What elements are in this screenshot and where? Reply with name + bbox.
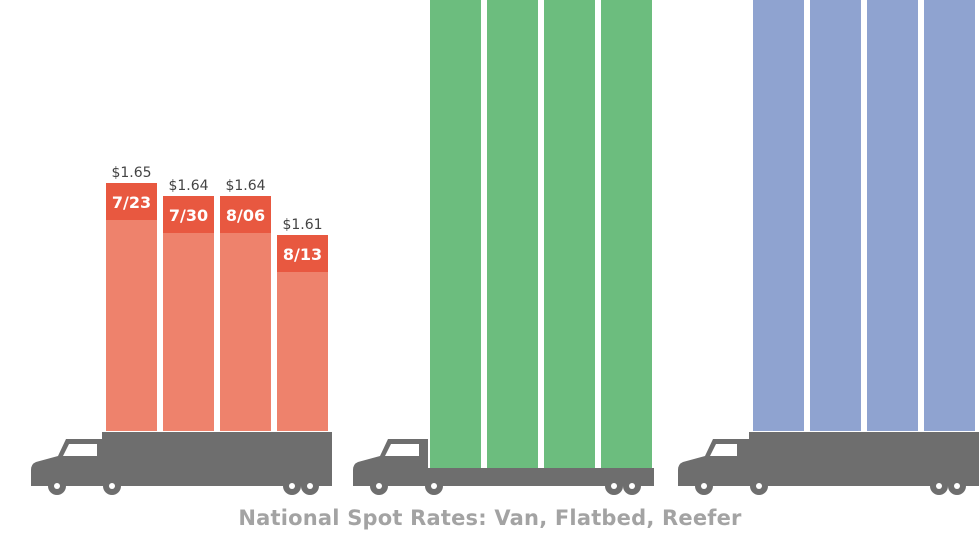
drive-wheel-hub (756, 483, 762, 489)
chart-caption: National Spot Rates: Van, Flatbed, Reefe… (238, 506, 742, 530)
drive-wheel-hub (431, 483, 437, 489)
bar-4 (601, 0, 652, 468)
front-wheel-hub (376, 483, 382, 489)
bar-1 (430, 0, 481, 468)
flatbed-truck (353, 439, 654, 495)
flatbed-chassis (416, 478, 654, 486)
rear-wheel-1-hub (611, 483, 617, 489)
bar-2 (487, 0, 538, 468)
bar-2 (163, 196, 214, 431)
rear-wheel-2-hub (307, 483, 313, 489)
value-label-3: $1.64 (225, 178, 265, 194)
bar-3 (544, 0, 595, 468)
rear-wheel-2-hub (629, 483, 635, 489)
bar-3-band (220, 196, 271, 233)
bar-2 (810, 0, 861, 431)
bar-1 (106, 183, 157, 431)
rear-wheel-2-hub (954, 483, 960, 489)
van-truck-window (63, 444, 97, 456)
reefer-truck-window (710, 444, 744, 456)
category-label-1: 7/23 (112, 193, 151, 212)
bar-2-band (163, 196, 214, 233)
front-wheel-hub (54, 483, 60, 489)
chart-group-2: 7/23$1.917/30$1.928/06$1.938/13$1.92 (353, 0, 654, 495)
category-label-4: 8/13 (283, 245, 322, 264)
reefer-truck (678, 432, 979, 495)
rear-wheel-1-hub (936, 483, 942, 489)
flatbed-deck (422, 468, 654, 480)
trailer-chassis (96, 478, 332, 486)
bar-1-band (106, 183, 157, 220)
value-label-1: $1.65 (111, 165, 151, 181)
trailer-chassis (743, 478, 979, 486)
drive-wheel-hub (109, 483, 115, 489)
category-label-3: 8/06 (226, 206, 265, 225)
bar-3 (867, 0, 918, 431)
bar-4-band (277, 235, 328, 272)
rear-wheel-1-hub (289, 483, 295, 489)
category-label-2: 7/30 (169, 206, 208, 225)
value-label-2: $1.64 (168, 178, 208, 194)
trailer-body (102, 432, 332, 482)
bar-1 (753, 0, 804, 431)
reefer-unit (737, 440, 749, 466)
chart-group-1: 7/23 $1.65 7/30 $1.64 8/06 $1.64 8/13 $1.61 (31, 165, 332, 495)
flatbed-truck-window (385, 444, 419, 456)
van-truck (31, 432, 332, 495)
trailer-body (749, 432, 979, 482)
bar-3 (220, 196, 271, 431)
bar-4 (924, 0, 975, 431)
value-label-4: $1.61 (282, 217, 322, 233)
chart-group-3: 7/23$1.967/30$1.938/06$1.938/13$1.90 (678, 0, 979, 495)
front-wheel-hub (701, 483, 707, 489)
